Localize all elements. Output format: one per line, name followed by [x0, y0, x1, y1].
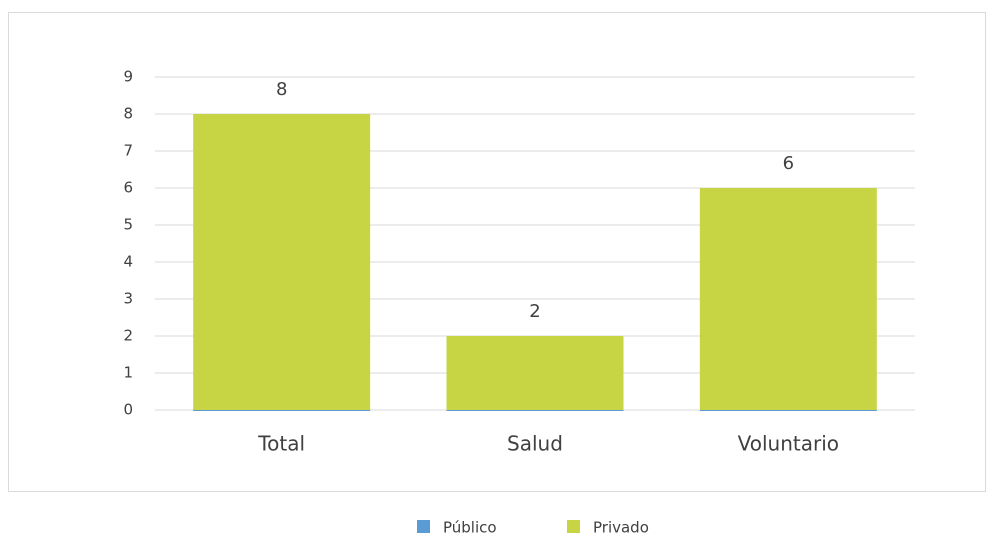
bar-segment — [699, 410, 877, 411]
y-tick-label: 2 — [123, 327, 133, 345]
legend-swatch — [567, 520, 580, 533]
y-tick-label: 6 — [123, 179, 133, 197]
bar-segment — [193, 114, 371, 410]
bar-segment — [699, 188, 877, 410]
legend-label: Privado — [593, 519, 649, 535]
bar-segment — [446, 410, 624, 411]
x-tick-label: Voluntario — [738, 432, 839, 456]
y-tick-label: 5 — [123, 216, 133, 234]
legend-swatch — [417, 520, 430, 533]
bar-segment — [446, 336, 624, 410]
bar-segment — [193, 410, 371, 411]
y-tick-label: 0 — [123, 401, 133, 419]
y-tick-label: 3 — [123, 290, 133, 308]
y-tick-label: 8 — [123, 105, 133, 123]
legend-label: Público — [443, 519, 497, 535]
y-tick-label: 4 — [123, 253, 133, 271]
data-label: 8 — [276, 79, 287, 100]
x-tick-label: Salud — [507, 432, 563, 456]
y-tick-label: 9 — [123, 68, 133, 86]
x-tick-label: Total — [257, 432, 305, 456]
y-tick-label: 1 — [123, 364, 133, 382]
data-label: 6 — [783, 153, 794, 174]
y-tick-label: 7 — [123, 142, 133, 160]
data-label: 2 — [529, 301, 540, 322]
